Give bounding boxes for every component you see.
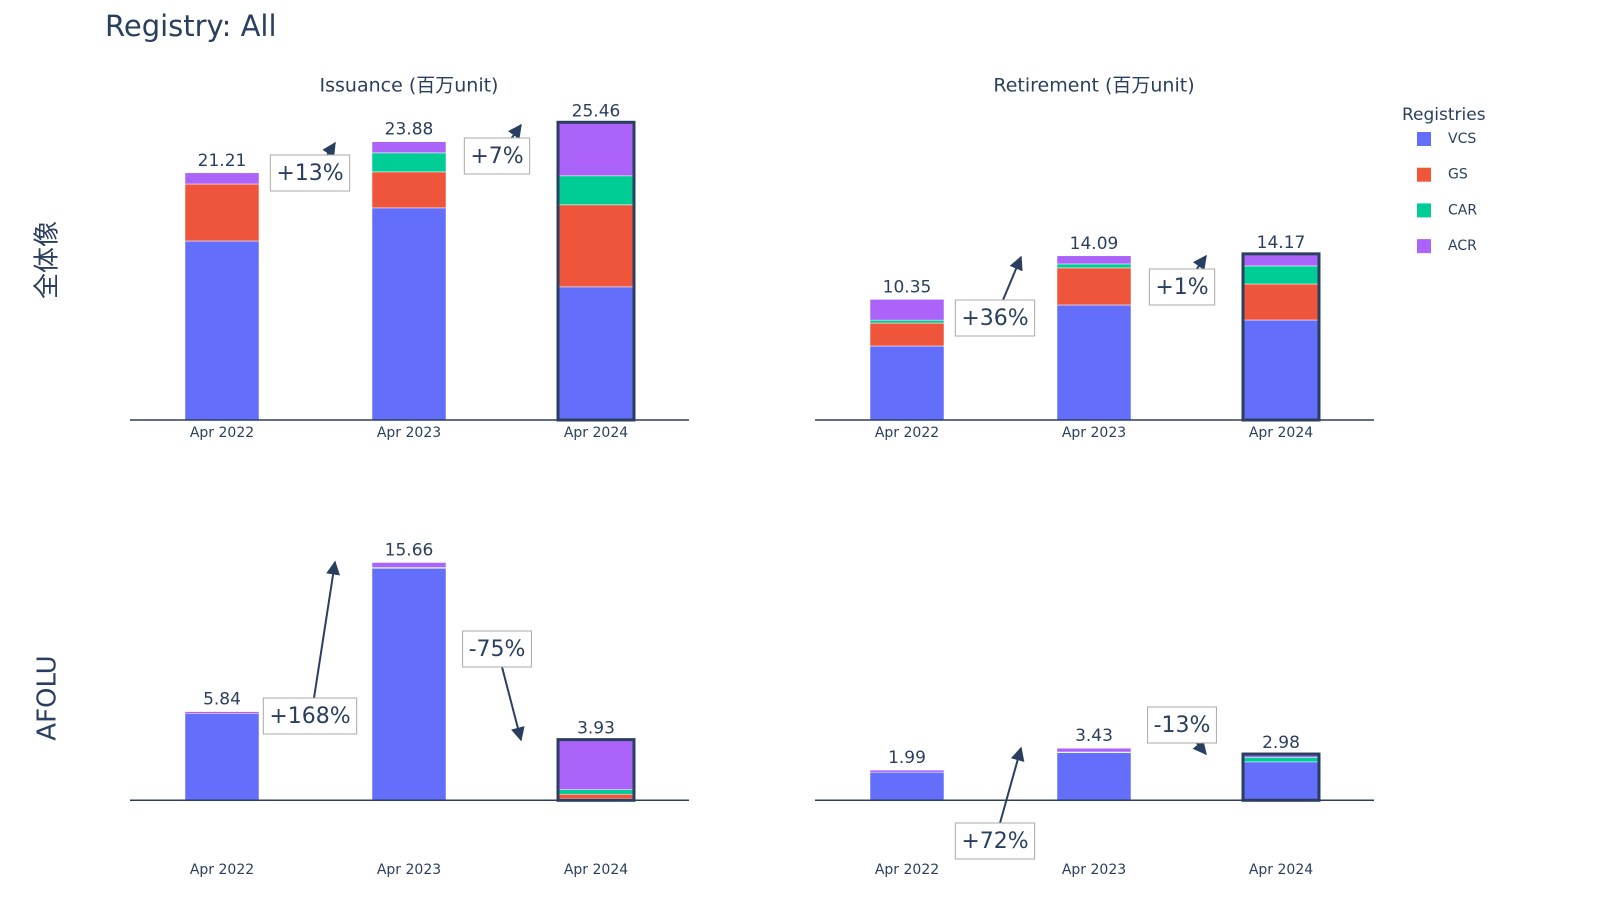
annotation-arrow	[1192, 254, 1207, 271]
bar-segment	[1056, 255, 1132, 265]
total-label: 5.84	[203, 690, 241, 710]
x-tick-label: Apr 2022	[190, 425, 254, 441]
annotation-arrow	[313, 560, 340, 699]
x-tick-label: Apr 2024	[1249, 425, 1313, 441]
annotation-label: -13%	[1154, 713, 1211, 738]
annotation-label: +36%	[961, 306, 1028, 331]
bar-segment	[1243, 761, 1319, 801]
annotation-box	[1148, 268, 1216, 306]
bar-segment	[869, 771, 945, 801]
bar-segment	[1243, 319, 1319, 421]
annotation-arrow	[1192, 739, 1207, 756]
bar-segment	[558, 175, 634, 206]
bar-segment	[371, 207, 447, 421]
bar-segment	[1243, 254, 1319, 267]
subplot-title: Retirement (百万unit)	[993, 75, 1194, 97]
annotation-box	[954, 822, 1036, 860]
bar-segment	[558, 740, 634, 790]
x-tick-label: Apr 2022	[875, 862, 939, 878]
annotation-label: +72%	[961, 829, 1028, 854]
total-label: 23.88	[385, 120, 434, 140]
bar-segment	[869, 319, 945, 324]
annotation-box	[954, 299, 1036, 337]
bar-segment	[371, 141, 447, 154]
total-label: 2.98	[1262, 733, 1300, 753]
legend-swatch	[1417, 239, 1431, 254]
legend-label: VCS	[1448, 131, 1476, 147]
bar-segment	[184, 172, 260, 185]
bar-segment	[558, 789, 634, 795]
annotation-label: +13%	[276, 161, 343, 186]
legend-title: Registries	[1402, 105, 1486, 125]
row-label: AFOLU	[33, 655, 63, 740]
annotation-arrow	[507, 123, 522, 140]
x-tick-label: Apr 2023	[377, 425, 441, 441]
total-label: 3.43	[1075, 726, 1113, 746]
legend-swatch	[1417, 167, 1431, 182]
bar-segment	[184, 711, 260, 714]
bar-segment	[184, 713, 260, 801]
total-label: 15.66	[385, 540, 434, 560]
total-label: 14.17	[1257, 233, 1306, 253]
bar-segment	[869, 322, 945, 347]
figure-title: Registry: All	[105, 9, 277, 43]
bar-segment	[1243, 283, 1319, 321]
bar-segment	[371, 562, 447, 568]
x-tick-label: Apr 2024	[564, 425, 628, 441]
total-label: 14.09	[1070, 234, 1119, 254]
bar-segment	[1243, 757, 1319, 763]
bar-segment	[558, 286, 634, 421]
legend-swatch	[1417, 203, 1431, 218]
annotation-arrow	[1002, 255, 1023, 301]
bar-segment	[371, 171, 447, 209]
legend-label: GS	[1448, 167, 1468, 183]
total-label: 25.46	[572, 101, 621, 121]
annotation-arrow	[501, 666, 525, 742]
bar-segment	[869, 345, 945, 421]
bar-segment	[371, 568, 447, 801]
total-label: 3.93	[577, 719, 615, 739]
annotation-label: +1%	[1155, 275, 1208, 300]
total-label: 21.21	[198, 151, 247, 171]
annotation-box	[262, 697, 358, 735]
bar-segment	[869, 299, 945, 321]
annotation-label: +7%	[470, 144, 523, 169]
x-tick-label: Apr 2023	[377, 862, 441, 878]
annotation-box	[462, 630, 532, 668]
annotation-label: -75%	[469, 637, 526, 662]
x-tick-label: Apr 2023	[1062, 862, 1126, 878]
bar-segment	[1056, 304, 1132, 421]
legend-label: CAR	[1448, 202, 1477, 218]
annotation-box	[1147, 706, 1217, 744]
x-tick-label: Apr 2022	[875, 425, 939, 441]
legend-swatch	[1417, 132, 1431, 146]
total-label: 10.35	[883, 277, 932, 297]
bar-segment	[1056, 263, 1132, 269]
subplot-title: Issuance (百万unit)	[320, 75, 499, 97]
bar-segment	[184, 240, 260, 421]
bar-segment	[869, 769, 945, 773]
annotation-box	[269, 154, 351, 192]
x-tick-label: Apr 2022	[190, 862, 254, 878]
annotation-arrow	[999, 746, 1025, 824]
bar-segment	[558, 204, 634, 288]
bar-segment	[1056, 267, 1132, 306]
bar-segment	[1056, 752, 1132, 801]
row-label: 全体像	[33, 221, 63, 299]
annotation-box	[463, 137, 531, 175]
bar-segment	[558, 123, 634, 177]
bar-segment	[1243, 265, 1319, 285]
bar-segment	[1056, 747, 1132, 753]
x-tick-label: Apr 2024	[564, 862, 628, 878]
bar-segment	[558, 793, 634, 800]
total-label: 1.99	[888, 748, 926, 768]
annotation-label: +168%	[269, 704, 350, 729]
bar-segment	[184, 183, 260, 242]
legend-label: ACR	[1448, 238, 1477, 254]
x-tick-label: Apr 2024	[1249, 862, 1313, 878]
x-tick-label: Apr 2023	[1062, 425, 1126, 441]
bar-segment	[371, 152, 447, 173]
